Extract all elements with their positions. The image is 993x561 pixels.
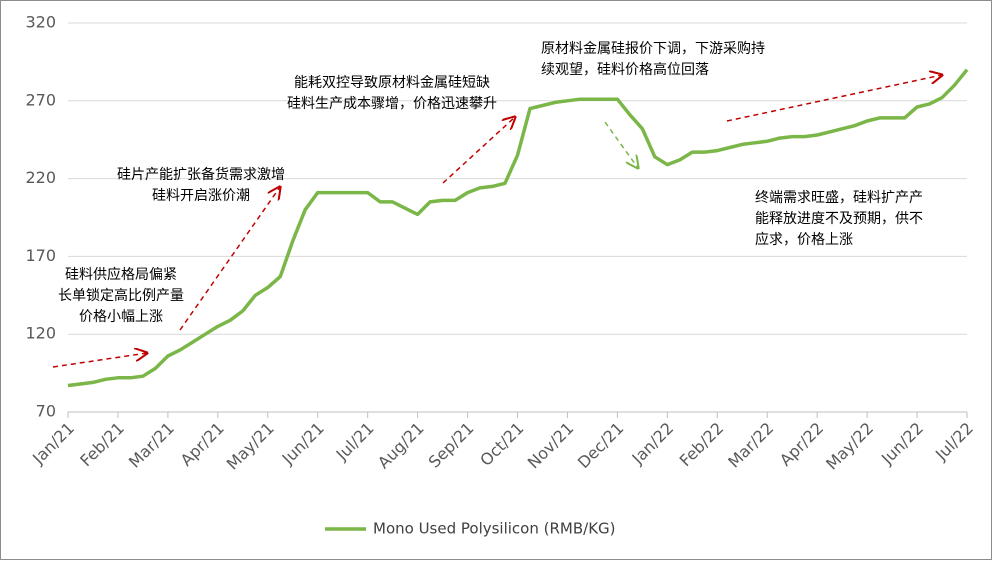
annotation: 价格小幅上涨 [79, 309, 163, 325]
arrow [604, 121, 638, 168]
annotation: 原材料金属硅报价下调，下游采购持 [541, 41, 765, 57]
annotation: 能耗双控导致原材料金属硅短缺 [294, 75, 490, 91]
annotation: 硅料生产成本骤增，价格迅速攀升 [287, 96, 497, 112]
y-tick-label: 320 [25, 13, 56, 32]
annotation: 应求，价格上涨 [755, 231, 853, 248]
y-tick-label: 120 [25, 324, 56, 343]
y-tick-label: 170 [25, 246, 56, 265]
annotation: 硅料供应格局偏紧 [65, 266, 177, 283]
annotation: 终端需求旺盛，硅料扩产产 [755, 190, 923, 206]
annotation: 硅料开启涨价潮 [152, 188, 250, 204]
y-tick-label: 220 [25, 168, 56, 187]
arrows [52, 75, 942, 368]
annotation: 长单锁定高比例产量 [58, 287, 184, 304]
y-tick-label: 270 [25, 90, 56, 109]
arrow [179, 187, 280, 331]
annotation: 硅片产能扩张备货需求激增 [117, 166, 285, 183]
legend-label: Mono Used Polysilicon (RMB/KG) [373, 520, 616, 538]
arrow [52, 353, 147, 368]
arrow [442, 117, 515, 184]
annotation: 续观望，硅料价格高位回落 [541, 61, 709, 78]
annotation: 能释放进度不及预期，供不 [755, 211, 923, 227]
arrow [726, 75, 942, 122]
series-line [67, 68, 969, 388]
y-tick-label: 70 [36, 402, 56, 421]
